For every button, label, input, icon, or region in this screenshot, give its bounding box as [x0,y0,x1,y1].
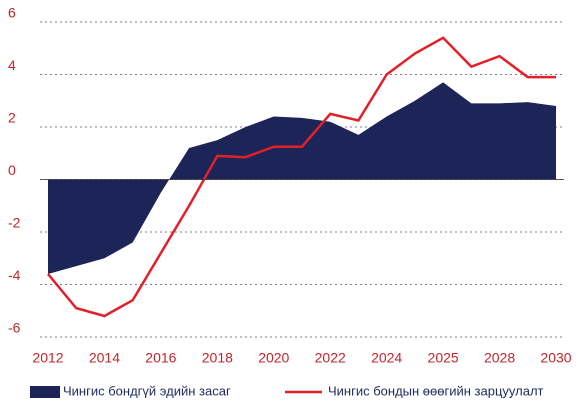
line [47,36,556,318]
y-tick-label: -2 [8,215,21,231]
y-tick-label: 4 [8,57,16,73]
x-tick-label: 2020 [258,350,289,366]
x-tick-label: 2030 [540,350,571,366]
x-tick-label: 2028 [484,350,515,366]
legend-label: Чингис бондын өөөгийн зарцуулалт [328,383,544,398]
area [48,82,556,274]
y-tick-label: 6 [8,5,16,21]
x-tick-label: 2022 [315,350,346,366]
y-tick-label: 2 [8,110,16,126]
y-tick-label: -4 [8,267,21,283]
x-tick-label: 2018 [202,350,233,366]
x-tick-label: 2012 [32,350,63,366]
x-tick-label: 2014 [89,350,120,366]
y-tick-label: -6 [8,320,21,336]
legend-swatch [30,386,60,398]
x-tick-label: 2016 [145,350,176,366]
x-tick-label: 2025 [428,350,459,366]
legend-label: Чингис бондгүй эдийн засаг [63,383,231,398]
x-tick-label: 2024 [371,350,402,366]
y-tick-label: 0 [8,162,16,178]
